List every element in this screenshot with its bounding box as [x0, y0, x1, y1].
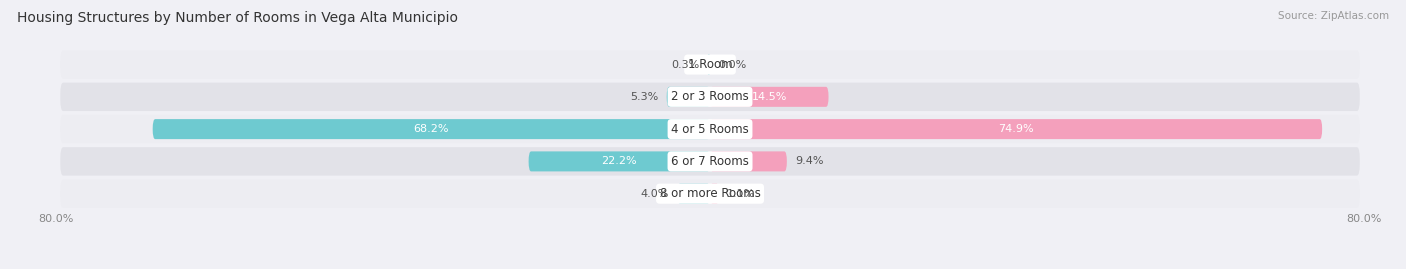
Text: Source: ZipAtlas.com: Source: ZipAtlas.com [1278, 11, 1389, 21]
FancyBboxPatch shape [666, 87, 710, 107]
Text: 1 Room: 1 Room [688, 58, 733, 71]
FancyBboxPatch shape [707, 55, 710, 75]
Text: 0.0%: 0.0% [718, 59, 747, 70]
FancyBboxPatch shape [60, 50, 1360, 79]
Text: 22.2%: 22.2% [602, 156, 637, 167]
FancyBboxPatch shape [710, 87, 828, 107]
Text: 1.1%: 1.1% [727, 189, 755, 199]
FancyBboxPatch shape [529, 151, 710, 171]
Text: 68.2%: 68.2% [413, 124, 449, 134]
FancyBboxPatch shape [153, 119, 710, 139]
Text: 14.5%: 14.5% [752, 92, 787, 102]
FancyBboxPatch shape [710, 119, 1322, 139]
FancyBboxPatch shape [60, 83, 1360, 111]
FancyBboxPatch shape [710, 151, 787, 171]
Text: 74.9%: 74.9% [998, 124, 1033, 134]
FancyBboxPatch shape [678, 184, 710, 204]
Text: 8 or more Rooms: 8 or more Rooms [659, 187, 761, 200]
FancyBboxPatch shape [710, 184, 718, 204]
Text: 9.4%: 9.4% [794, 156, 824, 167]
FancyBboxPatch shape [60, 179, 1360, 208]
Text: 6 or 7 Rooms: 6 or 7 Rooms [671, 155, 749, 168]
Text: Housing Structures by Number of Rooms in Vega Alta Municipio: Housing Structures by Number of Rooms in… [17, 11, 458, 25]
FancyBboxPatch shape [60, 115, 1360, 143]
Text: 5.3%: 5.3% [630, 92, 658, 102]
Text: 4 or 5 Rooms: 4 or 5 Rooms [671, 123, 749, 136]
Text: 0.3%: 0.3% [671, 59, 699, 70]
FancyBboxPatch shape [60, 147, 1360, 176]
Text: 2 or 3 Rooms: 2 or 3 Rooms [671, 90, 749, 103]
Text: 4.0%: 4.0% [641, 189, 669, 199]
